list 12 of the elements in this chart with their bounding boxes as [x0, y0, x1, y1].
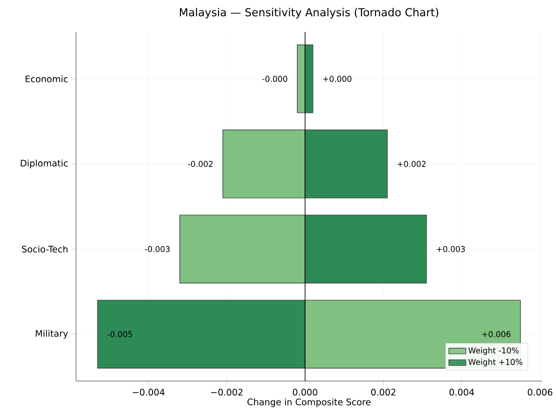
y-tick-label: Socio-Tech — [22, 246, 68, 253]
x-tick-label: 0.002 — [371, 388, 396, 396]
chart-title: Malaysia — Sensitivity Analysis (Tornado Chart) — [180, 8, 438, 19]
y-tick-label: Diplomatic — [20, 160, 68, 168]
x-tick-label: 0.000 — [292, 388, 318, 396]
x-axis-title: Change in Composite Score — [247, 398, 371, 408]
y-tick-label: Economic — [26, 75, 68, 82]
x-tick-label: 0.006 — [528, 388, 552, 396]
x-tick-label: −0.004 — [132, 388, 165, 396]
x-tick-label: 0.004 — [449, 388, 474, 396]
x-tick-label: −0.002 — [211, 388, 242, 396]
y-tick-label: Military — [36, 330, 68, 339]
